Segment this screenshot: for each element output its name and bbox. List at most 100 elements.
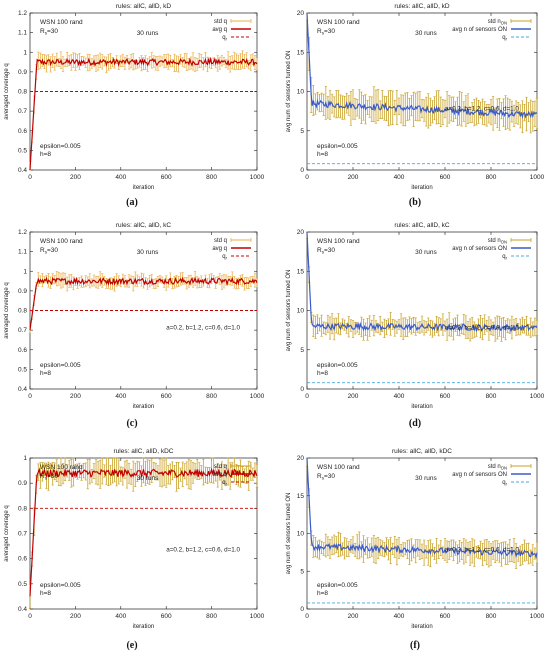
x-tick-label: 600 bbox=[440, 613, 451, 620]
x-tick-label: 0 bbox=[305, 174, 309, 181]
annotation-sensing-radius: Rs=30 bbox=[40, 28, 58, 36]
x-tick-label: 400 bbox=[394, 613, 405, 620]
annotation-runs: 30 runs bbox=[415, 30, 437, 37]
x-tick-label: 1000 bbox=[530, 613, 545, 620]
legend-label: avg q bbox=[212, 27, 227, 33]
series-mean-line bbox=[306, 12, 538, 120]
annotation-h: h=8 bbox=[40, 370, 51, 377]
x-axis-label: iteration bbox=[133, 185, 154, 191]
legend-label: std q bbox=[214, 19, 227, 25]
legend-label: std nON bbox=[488, 19, 507, 26]
x-tick-label: 600 bbox=[161, 393, 172, 400]
x-tick-label: 800 bbox=[206, 174, 217, 181]
y-tick-label: 0.6 bbox=[18, 347, 27, 354]
x-tick-label: 1000 bbox=[530, 174, 545, 181]
y-tick-label: 20 bbox=[297, 455, 305, 462]
y-tick-label: 0.4 bbox=[18, 606, 27, 613]
x-tick-label: 1000 bbox=[250, 613, 265, 620]
annotation-network: WSN 100 rand bbox=[317, 464, 360, 471]
x-axis-label: iteration bbox=[411, 185, 432, 191]
y-tick-label: 0.7 bbox=[18, 327, 27, 334]
x-tick-label: 600 bbox=[161, 174, 172, 181]
annotation-h: h=8 bbox=[40, 151, 51, 158]
x-tick-label: 600 bbox=[440, 393, 451, 400]
x-tick-label: 400 bbox=[394, 174, 405, 181]
legend-label: qr bbox=[222, 480, 227, 487]
x-axis-label: iteration bbox=[133, 404, 154, 410]
legend-label: avg n of sensors ON bbox=[452, 27, 507, 33]
annotation-sensing-radius: Rs=30 bbox=[40, 247, 58, 255]
y-tick-label: 1.2 bbox=[18, 10, 27, 17]
x-tick-label: 200 bbox=[348, 174, 359, 181]
x-tick-label: 0 bbox=[28, 613, 32, 620]
y-axis-label: avg num of sensors turned ON bbox=[286, 493, 292, 575]
legend-label: qr bbox=[502, 254, 507, 261]
y-tick-label: 0.9 bbox=[18, 288, 27, 295]
annotation-runs: 30 runs bbox=[137, 249, 159, 256]
annotation-parameters: a=0.2, b=1.2, c=0.6, d=1.0 bbox=[166, 324, 240, 331]
y-tick-label: 1.1 bbox=[18, 30, 27, 37]
y-tick-label: 0.9 bbox=[18, 480, 27, 487]
x-tick-label: 0 bbox=[305, 393, 309, 400]
y-tick-label: 0.8 bbox=[18, 89, 27, 96]
annotation-runs: 30 runs bbox=[415, 249, 437, 256]
x-axis-label: iteration bbox=[411, 624, 432, 630]
legend-label: std nON bbox=[488, 238, 507, 245]
x-tick-label: 200 bbox=[70, 393, 81, 400]
legend-label: std q bbox=[214, 464, 227, 470]
y-tick-label: 0 bbox=[300, 167, 304, 174]
panel-c: rules: allC, allD, kC 0.4 0.5 0.6 0.7 0.8 0.9 1… bbox=[4, 222, 265, 429]
panel-e: rules: allC, allD, kDC 0.4 0.5 0.6 0.7 0.8 0.9… bbox=[4, 448, 265, 651]
x-axis-label: iteration bbox=[133, 624, 154, 630]
legend-label: qr bbox=[222, 254, 227, 261]
annotation-sensing-radius: Rs=30 bbox=[317, 28, 335, 36]
chart-title: rules: allC, allD, kDC bbox=[114, 448, 174, 455]
y-tick-label: 0.6 bbox=[18, 556, 27, 563]
x-tick-label: 800 bbox=[486, 393, 497, 400]
legend-label: avg n of sensors ON bbox=[452, 472, 507, 478]
annotation-epsilon: epsilon=0.005 bbox=[40, 582, 81, 589]
x-tick-label: 200 bbox=[70, 174, 81, 181]
chart-title: rules: allC, allD, kD bbox=[116, 3, 172, 10]
y-tick-label: 5 bbox=[300, 128, 304, 135]
chart-title: rules: allC, allD, kDC bbox=[392, 448, 452, 455]
y-tick-label: 0.7 bbox=[18, 531, 27, 538]
y-tick-label: 0.6 bbox=[18, 128, 27, 135]
annotation-network: WSN 100 rand bbox=[40, 464, 83, 471]
y-axis-label: avg num of sensors turned ON bbox=[286, 270, 292, 352]
y-tick-label: 20 bbox=[297, 10, 305, 17]
annotation-parameters: a=0.2, b=1.2, c=0.6, d=1.0 bbox=[445, 105, 519, 112]
annotation-h: h=8 bbox=[40, 590, 51, 597]
series-mean-line bbox=[29, 276, 258, 331]
annotation-parameters: a=0.2, b=1.2, c=0.6, d=1.0 bbox=[445, 324, 519, 331]
y-tick-label: 0.9 bbox=[18, 69, 27, 76]
series-mean-line bbox=[29, 56, 258, 171]
x-tick-label: 600 bbox=[440, 174, 451, 181]
annotation-network: WSN 100 rand bbox=[317, 238, 360, 245]
y-tick-label: 15 bbox=[297, 493, 305, 500]
legend-label: avg q bbox=[212, 472, 227, 478]
x-tick-label: 1000 bbox=[530, 393, 545, 400]
panel-label: (b) bbox=[409, 197, 421, 208]
chart-title: rules: allC, allD, kC bbox=[116, 222, 172, 229]
panel-label: (e) bbox=[126, 640, 137, 651]
y-tick-label: 0.5 bbox=[18, 581, 27, 588]
annotation-h: h=8 bbox=[317, 151, 328, 158]
x-tick-label: 400 bbox=[394, 393, 405, 400]
y-tick-label: 10 bbox=[297, 308, 305, 315]
plot-frame bbox=[306, 457, 538, 610]
legend-label: avg q bbox=[212, 246, 227, 252]
plot-frame bbox=[306, 231, 538, 390]
x-tick-label: 0 bbox=[28, 174, 32, 181]
annotation-network: WSN 100 rand bbox=[317, 19, 360, 26]
y-tick-label: 0.7 bbox=[18, 108, 27, 115]
annotation-sensing-radius: Rs=30 bbox=[317, 247, 335, 255]
annotation-runs: 30 runs bbox=[415, 475, 437, 482]
series-mean-line bbox=[306, 231, 538, 333]
annotation-epsilon: epsilon=0.005 bbox=[317, 143, 358, 150]
x-tick-label: 400 bbox=[115, 174, 126, 181]
y-tick-label: 0.5 bbox=[18, 366, 27, 373]
annotation-network: WSN 100 rand bbox=[40, 19, 83, 26]
